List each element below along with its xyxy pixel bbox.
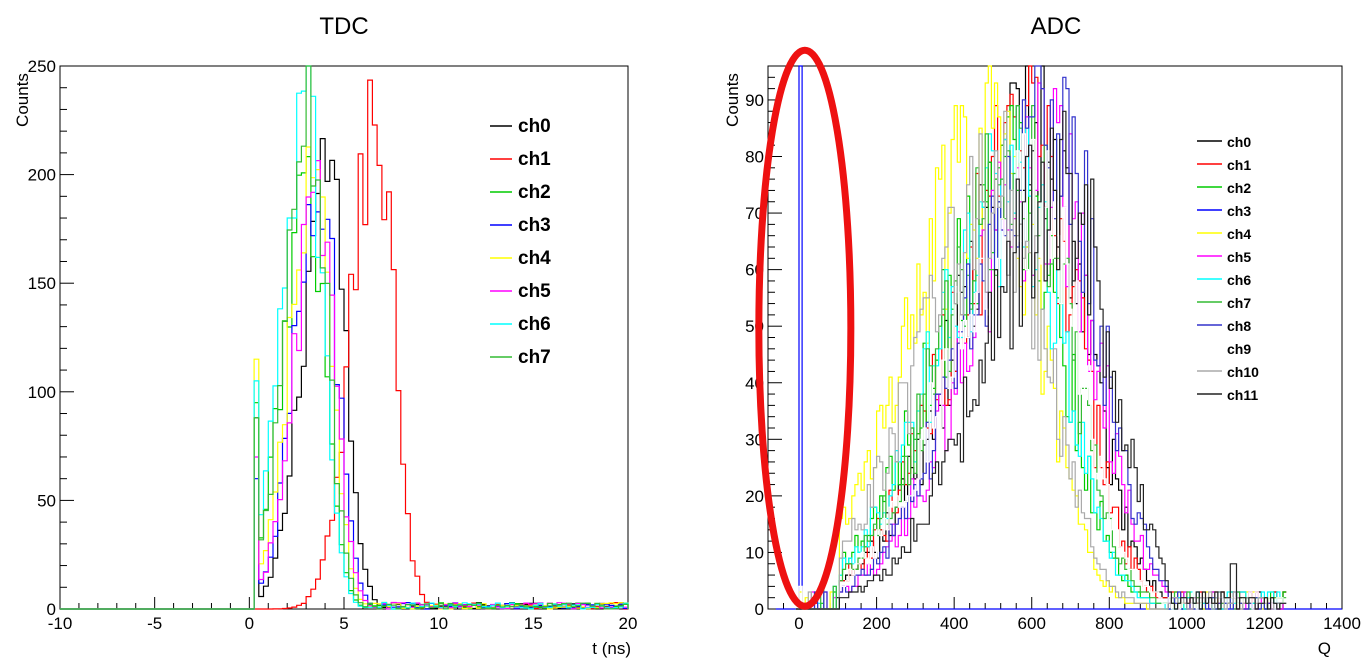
- tdc-y-tick-label: 50: [37, 491, 56, 510]
- tdc-xlabel: t (ns): [592, 639, 631, 658]
- tdc-y-tick-label: 250: [28, 57, 56, 76]
- adc-xlabel: Q: [1318, 639, 1331, 658]
- tdc-y-tick-label: 150: [28, 274, 56, 293]
- tdc-legend-label-ch2: ch2: [518, 182, 551, 203]
- adc-x-tick-label: 200: [862, 614, 890, 633]
- tdc-legend-label-ch1: ch1: [518, 149, 551, 170]
- tdc-y-tick-label: 0: [47, 600, 56, 619]
- adc-y-tick-label: 20: [745, 487, 764, 506]
- adc-legend-label-ch3: ch3: [1227, 203, 1251, 219]
- tdc-title: TDC: [319, 13, 368, 40]
- adc-legend-label-ch8: ch8: [1227, 318, 1251, 334]
- adc-x-tick-label: 400: [940, 614, 968, 633]
- adc-legend-label-ch7: ch7: [1227, 295, 1251, 311]
- adc-title: ADC: [1031, 13, 1082, 40]
- adc-series-ch7: [795, 105, 1287, 610]
- adc-ylabel: Counts: [723, 73, 742, 127]
- adc-y-tick-label: 10: [745, 543, 764, 562]
- tdc-x-tick-label: 5: [339, 614, 348, 633]
- tdc-legend: ch0 ch1 ch2 ch3 ch4 ch5 ch6 ch7: [490, 116, 551, 368]
- adc-highlight-ellipse: [755, 46, 855, 610]
- tdc-x-tick-label: -5: [147, 614, 162, 633]
- adc-panel: ADC Counts Q 0 200 400 600 800 1000 1200 1400 0 1…: [723, 13, 1361, 658]
- tdc-x-tick-label: 0: [245, 614, 254, 633]
- tdc-x-tick-label: 15: [524, 614, 543, 633]
- adc-legend-label-ch4: ch4: [1227, 226, 1251, 242]
- tdc-y-tick-label: 200: [28, 166, 56, 185]
- adc-x-tick-label: 600: [1018, 614, 1046, 633]
- adc-y-tick-label: 0: [755, 600, 764, 619]
- tdc-x-tick-label: 20: [619, 614, 638, 633]
- adc-legend: ch0 ch1 ch2 ch3 ch4 ch5 ch6 ch7 ch8 ch9 ch10 ch11: [1197, 134, 1259, 403]
- adc-legend-label-ch11: ch11: [1227, 387, 1258, 403]
- tdc-series-ch7: [60, 65, 629, 610]
- tdc-x-tick-label: 10: [429, 614, 448, 633]
- adc-x-tick-label: 1200: [1246, 614, 1284, 633]
- tdc-legend-label-ch4: ch4: [518, 248, 551, 269]
- adc-x-tick-label: 1400: [1323, 614, 1361, 633]
- adc-x-tick-label: 1000: [1168, 614, 1206, 633]
- tdc-legend-label-ch6: ch6: [518, 314, 551, 335]
- tdc-ylabel: Counts: [13, 73, 32, 127]
- tdc-y-tick-label: 100: [28, 383, 56, 402]
- adc-legend-label-ch6: ch6: [1227, 272, 1251, 288]
- adc-y-tick-label: 90: [745, 91, 764, 110]
- adc-x-tick-label: 800: [1095, 614, 1123, 633]
- adc-y-tick-label: 80: [745, 148, 764, 167]
- tdc-legend-label-ch7: ch7: [518, 347, 551, 368]
- adc-legend-label-ch2: ch2: [1227, 180, 1251, 196]
- tdc-x-tick-label: -10: [48, 614, 73, 633]
- tdc-legend-label-ch3: ch3: [518, 215, 551, 236]
- adc-legend-label-ch0: ch0: [1227, 134, 1251, 150]
- adc-legend-label-ch5: ch5: [1227, 249, 1251, 265]
- tdc-panel: TDC Counts t (ns) -10 -5 0 5 10 15 20050100150…: [13, 13, 637, 658]
- adc-legend-label-ch10: ch10: [1227, 364, 1259, 380]
- tdc-legend-label-ch5: ch5: [518, 281, 551, 302]
- adc-x-tick-label: 0: [794, 614, 803, 633]
- adc-legend-label-ch9: ch9: [1227, 341, 1251, 357]
- adc-legend-label-ch1: ch1: [1227, 157, 1251, 173]
- tdc-legend-label-ch0: ch0: [518, 116, 551, 137]
- adc-series-ch11: [795, 110, 1287, 610]
